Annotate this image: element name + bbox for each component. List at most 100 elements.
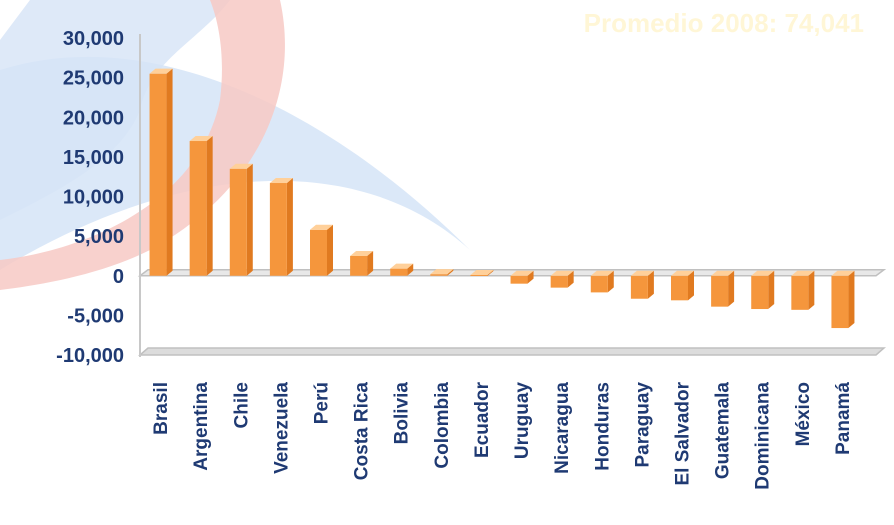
x-tick-label: México xyxy=(793,382,814,446)
bar-side xyxy=(246,163,253,276)
bar-top xyxy=(350,250,374,256)
bar-top xyxy=(590,270,614,276)
bar-side xyxy=(848,270,855,329)
bar-colombia xyxy=(430,269,454,276)
background-red-swoosh xyxy=(0,0,285,290)
x-tick-label: Honduras xyxy=(592,382,613,471)
bar-top xyxy=(550,270,574,276)
x-tick-label: Costa Rica xyxy=(352,382,373,481)
bar-chile xyxy=(229,163,253,276)
bottom-floor xyxy=(138,347,886,356)
bar-uruguay xyxy=(510,270,534,284)
bar-front xyxy=(229,168,247,276)
bar-argentina xyxy=(189,136,213,276)
x-tick-label: Perú xyxy=(312,382,333,424)
bar-front xyxy=(630,275,648,299)
bar-front xyxy=(470,274,488,276)
bar-ecuador xyxy=(470,269,494,276)
bar-guatemala xyxy=(711,270,735,307)
bar-venezuela xyxy=(269,178,293,276)
bar-top xyxy=(630,270,654,276)
x-tick-label: Chile xyxy=(231,382,252,428)
bar-front xyxy=(149,73,167,276)
y-tick-label: 15,000 xyxy=(63,147,124,169)
x-tick-label: Bolivia xyxy=(392,382,413,445)
x-tick-label: Ecuador xyxy=(472,381,493,458)
bar-front xyxy=(430,274,448,276)
bar-méxico xyxy=(791,270,815,310)
background-blue-shape xyxy=(0,0,230,220)
x-tick-label: Nicaragua xyxy=(552,382,573,474)
bars xyxy=(149,68,855,329)
bar-top xyxy=(711,270,735,276)
bar-front xyxy=(711,275,729,307)
bar-front xyxy=(269,183,287,276)
bar-costa-rica xyxy=(350,250,374,276)
bar-side xyxy=(327,224,333,276)
x-tick-label: Guatemala xyxy=(713,382,734,480)
bar-top xyxy=(671,270,694,276)
bar-top xyxy=(269,178,293,184)
bar-front xyxy=(550,275,568,288)
bar-side xyxy=(447,269,454,276)
bar-side xyxy=(166,68,173,276)
x-tick-label: El Salvador xyxy=(673,381,694,485)
y-tick-label: -10,000 xyxy=(56,345,124,367)
bar-side xyxy=(728,270,735,307)
bar-top xyxy=(229,163,253,169)
bar-front xyxy=(350,255,368,276)
bar-front xyxy=(831,275,849,329)
average-annotation: Promedio 2008: 74,041 xyxy=(583,8,864,38)
y-tick-label: 20,000 xyxy=(63,107,124,129)
bar-top xyxy=(470,269,494,275)
bar-front xyxy=(189,141,207,276)
bar-side xyxy=(487,269,494,276)
bar-side xyxy=(808,270,815,310)
x-tick-label: Brasil xyxy=(151,382,172,435)
bar-front xyxy=(590,275,608,293)
bar-top xyxy=(751,270,775,276)
y-tick-label: 5,000 xyxy=(74,226,124,248)
y-tick-label: 0 xyxy=(113,266,124,288)
bar-front xyxy=(310,229,327,276)
bar-front xyxy=(671,275,688,301)
bar-nicaragua xyxy=(550,270,574,288)
bar-side xyxy=(607,270,614,293)
y-tick-label: 25,000 xyxy=(63,68,124,90)
bar-front xyxy=(791,275,809,310)
y-tick-label: 10,000 xyxy=(63,187,124,209)
bar-bolivia xyxy=(390,263,414,276)
bar-top xyxy=(831,270,855,276)
bar-top xyxy=(430,269,454,275)
bar-honduras xyxy=(590,270,614,293)
bar-side xyxy=(206,136,213,276)
bar-side xyxy=(527,270,534,284)
bar-front xyxy=(751,275,769,310)
bar-perú xyxy=(310,224,333,276)
bar-front xyxy=(390,268,408,276)
x-tick-label: Panamá xyxy=(833,382,854,455)
x-tick-label: Colombia xyxy=(432,382,453,469)
bar-top xyxy=(310,224,333,230)
bar-top xyxy=(149,68,173,74)
bar-dominicana xyxy=(751,270,775,310)
bar-side xyxy=(768,270,775,310)
bar-side xyxy=(688,270,694,301)
chart-floor xyxy=(137,269,887,356)
bar-side xyxy=(367,250,374,276)
bar-paraguay xyxy=(630,270,654,299)
bar-top xyxy=(510,270,534,276)
bar-top xyxy=(189,136,213,142)
bar-side xyxy=(567,270,574,288)
bar-panamá xyxy=(831,270,855,329)
bar-brasil xyxy=(149,68,173,276)
x-tick-label: Paraguay xyxy=(632,382,653,468)
x-tick-label: Dominicana xyxy=(753,382,774,490)
x-tick-labels: Brasil Argentina Chile Venezuela Perú Costa R… xyxy=(151,381,854,489)
x-tick-label: Venezuela xyxy=(271,382,292,474)
bar-front xyxy=(510,275,528,284)
y-tick-label: 30,000 xyxy=(63,28,124,50)
bar-top xyxy=(390,263,414,269)
